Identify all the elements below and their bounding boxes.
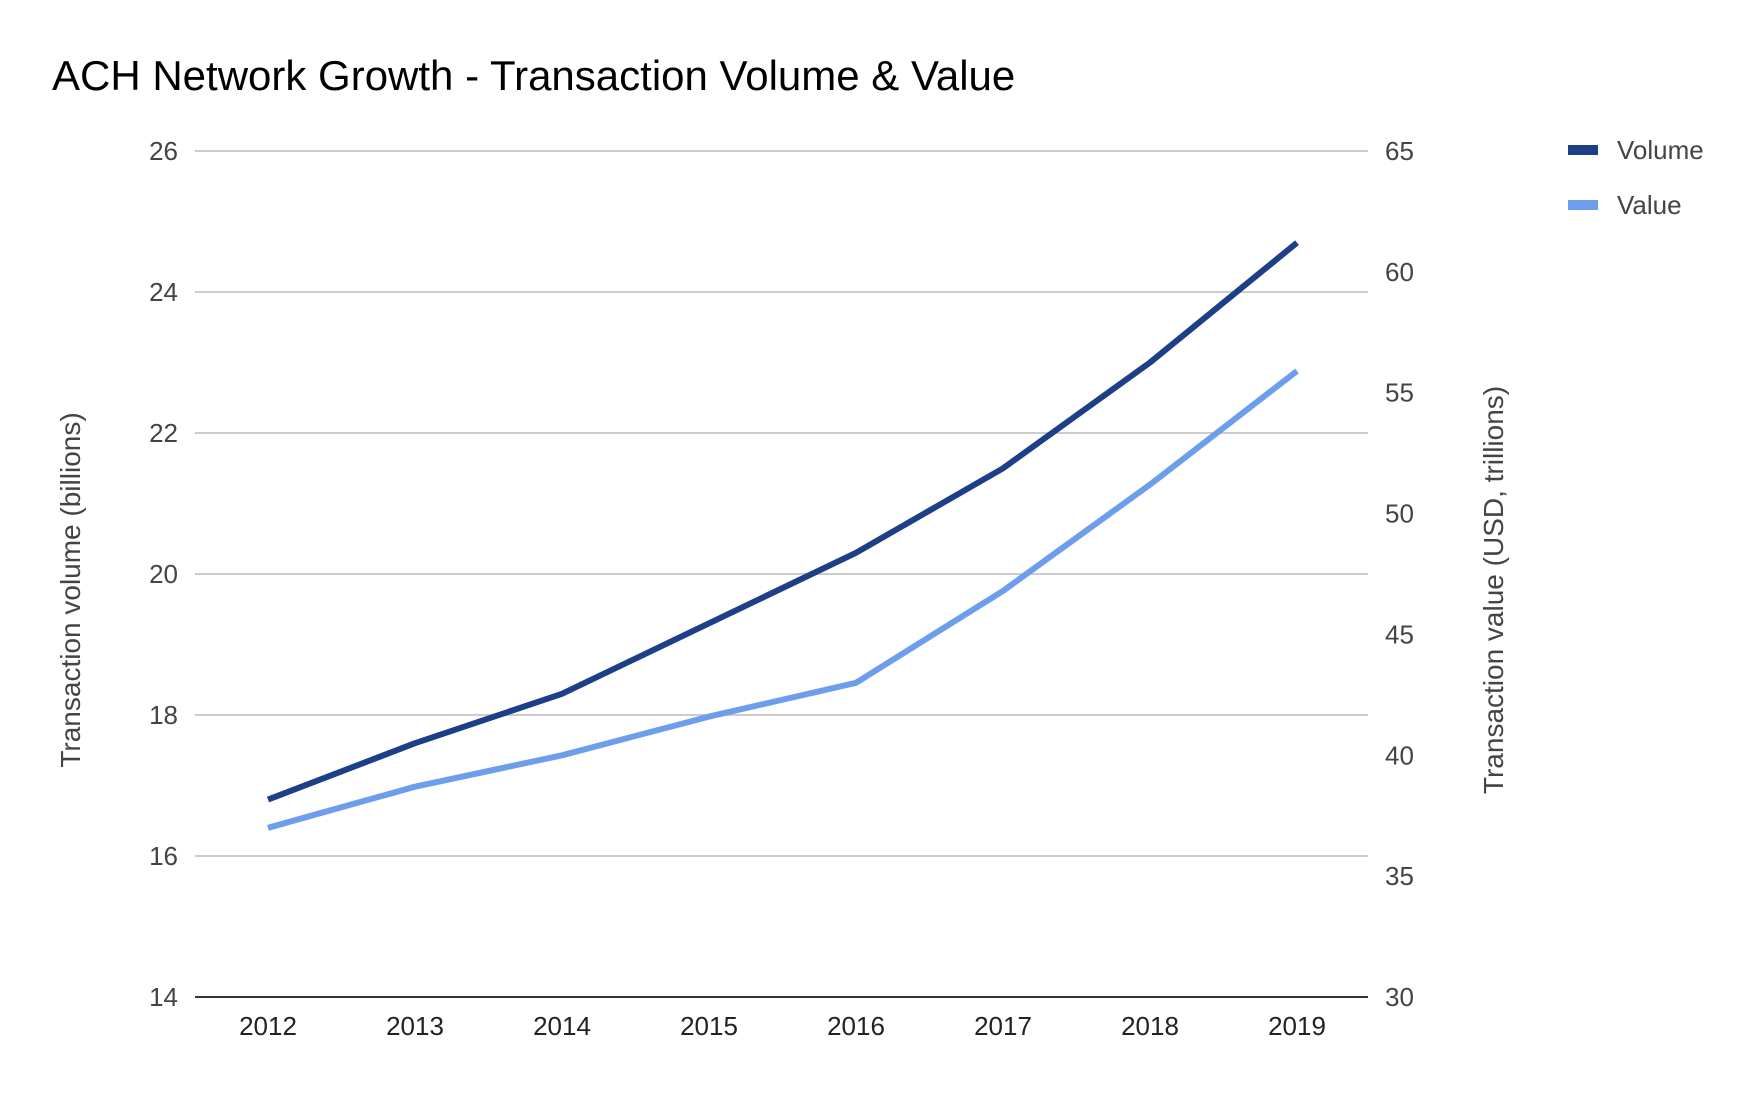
x-tick-label: 2019 — [1268, 1011, 1326, 1041]
right-tick-label: 60 — [1385, 257, 1414, 287]
x-tick-label: 2017 — [974, 1011, 1032, 1041]
right-tick-label: 50 — [1385, 499, 1414, 529]
right-tick-label: 30 — [1385, 982, 1414, 1012]
right-tick-label: 35 — [1385, 861, 1414, 891]
right-axis-title: Transaction value (USD, trillions) — [1478, 386, 1509, 794]
x-tick-label: 2012 — [239, 1011, 297, 1041]
x-tick-label: 2016 — [827, 1011, 885, 1041]
right-tick-label: 45 — [1385, 619, 1414, 649]
series-line-value — [267, 368, 1299, 831]
left-tick-label: 14 — [149, 982, 178, 1012]
x-tick-label: 2015 — [680, 1011, 738, 1041]
x-tick-label: 2014 — [533, 1011, 591, 1041]
left-tick-label: 22 — [149, 418, 178, 448]
left-tick-label: 18 — [149, 700, 178, 730]
legend-label-value: Value — [1617, 190, 1682, 220]
left-tick-label: 24 — [149, 277, 178, 307]
legend-swatch-value — [1568, 200, 1598, 210]
chart-title: ACH Network Growth - Transaction Volume … — [52, 52, 1015, 99]
x-tick-label: 2013 — [386, 1011, 444, 1041]
x-tick-label: 2018 — [1121, 1011, 1179, 1041]
left-axis-title: Transaction volume (billions) — [55, 412, 86, 767]
right-tick-label: 40 — [1385, 740, 1414, 770]
left-tick-label: 16 — [149, 841, 178, 871]
legend: Volume Value — [1568, 135, 1704, 220]
right-tick-label: 55 — [1385, 378, 1414, 408]
legend-swatch-volume — [1568, 145, 1598, 155]
legend-label-volume: Volume — [1617, 135, 1704, 165]
right-tick-label: 65 — [1385, 136, 1414, 166]
series-line-volume — [266, 240, 1299, 803]
left-tick-label: 20 — [149, 559, 178, 589]
left-tick-label: 26 — [149, 136, 178, 166]
